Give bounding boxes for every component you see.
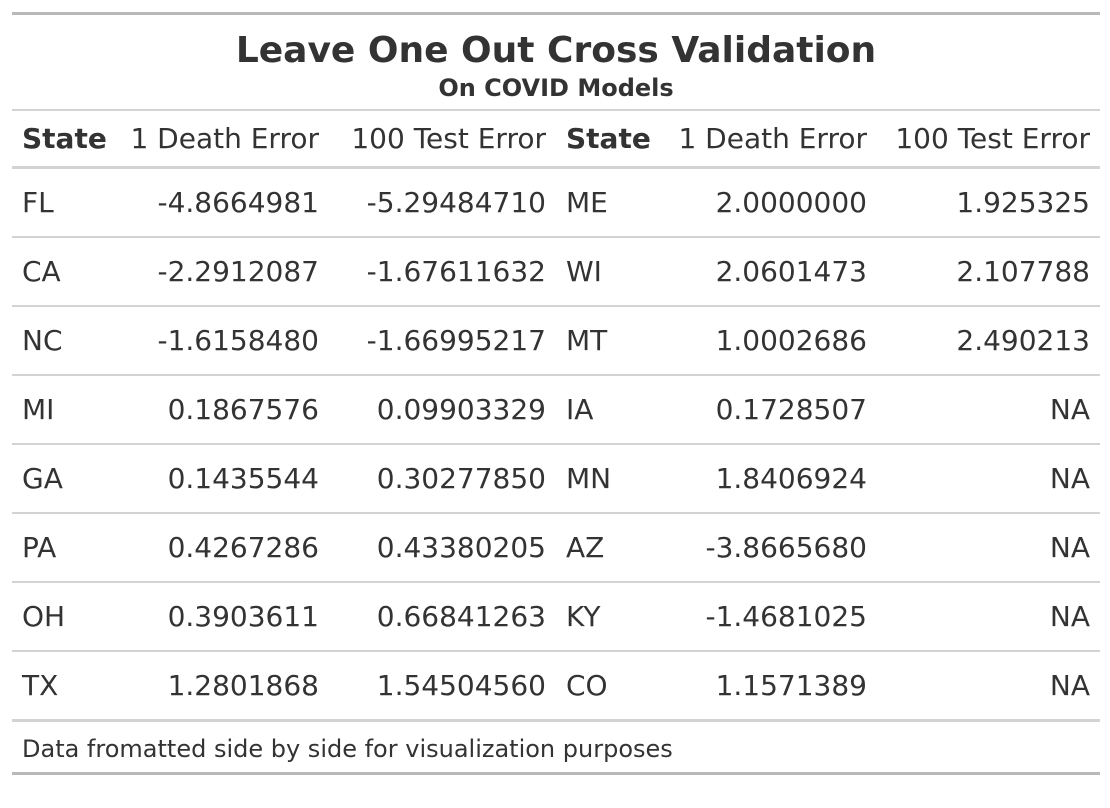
table-cell-death-error: 2.0601473 <box>661 237 877 307</box>
table-row: TX 1.2801868 1.54504560 CO 1.1571389 NA <box>12 651 1100 722</box>
table-body: FL -4.8664981 -5.29484710 ME 2.0000000 1… <box>12 167 1100 722</box>
table-cell-death-error: 0.1867576 <box>113 375 329 445</box>
table-cell-state: AZ <box>556 513 661 583</box>
table-cell-death-error: -3.8665680 <box>661 513 877 583</box>
table-row: NC -1.6158480 -1.66995217 MT 1.0002686 2… <box>12 306 1100 376</box>
table-cell-death-error: 1.0002686 <box>661 306 877 376</box>
column-header-state: State <box>556 111 661 169</box>
table-cell-death-error: 1.1571389 <box>661 651 877 722</box>
table-cell-death-error: 0.3903611 <box>113 582 329 652</box>
table-cell-test-error: -5.29484710 <box>329 167 556 238</box>
top-rule <box>12 12 1100 15</box>
table-title: Leave One Out Cross Validation <box>235 30 877 71</box>
table-cell-test-error: NA <box>877 444 1100 514</box>
table-cell-state: TX <box>12 651 113 722</box>
bottom-rule <box>12 772 1100 775</box>
table-row: PA 0.4267286 0.43380205 AZ -3.8665680 NA <box>12 513 1100 583</box>
table-cell-state: GA <box>12 444 113 514</box>
column-header-death-error: 1 Death Error <box>113 111 329 169</box>
table-cell-death-error: -1.6158480 <box>113 306 329 376</box>
column-header-state: State <box>12 111 113 169</box>
table-cell-test-error: 2.107788 <box>877 237 1100 307</box>
data-table: State 1 Death Error 100 Test Error State… <box>12 111 1100 722</box>
table-row: CA -2.2912087 -1.67611632 WI 2.0601473 2… <box>12 237 1100 307</box>
table-cell-death-error: 1.2801868 <box>113 651 329 722</box>
table-row: GA 0.1435544 0.30277850 MN 1.8406924 NA <box>12 444 1100 514</box>
table-cell-test-error: 2.490213 <box>877 306 1100 376</box>
table-container: Leave One Out Cross Validation On COVID … <box>12 12 1100 775</box>
table-cell-state: MT <box>556 306 661 376</box>
table-row: OH 0.3903611 0.66841263 KY -1.4681025 NA <box>12 582 1100 652</box>
column-header-row: State 1 Death Error 100 Test Error State… <box>12 111 1100 169</box>
table-cell-state: MN <box>556 444 661 514</box>
table-cell-death-error: 0.4267286 <box>113 513 329 583</box>
column-header-test-error: 100 Test Error <box>329 111 556 169</box>
table-cell-state: CA <box>12 237 113 307</box>
table-cell-death-error: 2.0000000 <box>661 167 877 238</box>
column-header-test-error: 100 Test Error <box>877 111 1100 169</box>
table-subtitle: On COVID Models <box>438 74 674 102</box>
source-note: Data fromatted side by side for visualiz… <box>22 735 673 763</box>
table-cell-test-error: NA <box>877 582 1100 652</box>
table-cell-test-error: 0.43380205 <box>329 513 556 583</box>
table-cell-state: ME <box>556 167 661 238</box>
table-cell-test-error: 0.30277850 <box>329 444 556 514</box>
table-cell-death-error: 0.1728507 <box>661 375 877 445</box>
table-cell-test-error: NA <box>877 375 1100 445</box>
table-cell-state: IA <box>556 375 661 445</box>
table-cell-death-error: 0.1435544 <box>113 444 329 514</box>
table-cell-death-error: -2.2912087 <box>113 237 329 307</box>
table-cell-state: OH <box>12 582 113 652</box>
table-row: MI 0.1867576 0.09903329 IA 0.1728507 NA <box>12 375 1100 445</box>
table-cell-test-error: 0.09903329 <box>329 375 556 445</box>
table-cell-state: MI <box>12 375 113 445</box>
table-cell-test-error: -1.66995217 <box>329 306 556 376</box>
table-cell-death-error: -1.4681025 <box>661 582 877 652</box>
table-cell-test-error: NA <box>877 513 1100 583</box>
heading-rule <box>12 109 1100 111</box>
table-cell-test-error: NA <box>877 651 1100 722</box>
table-cell-state: PA <box>12 513 113 583</box>
table-cell-state: KY <box>556 582 661 652</box>
table-row: FL -4.8664981 -5.29484710 ME 2.0000000 1… <box>12 167 1100 238</box>
table-cell-state: FL <box>12 167 113 238</box>
table-cell-state: NC <box>12 306 113 376</box>
table-cell-test-error: 0.66841263 <box>329 582 556 652</box>
table-cell-death-error: -4.8664981 <box>113 167 329 238</box>
table-cell-death-error: 1.8406924 <box>661 444 877 514</box>
table-cell-state: CO <box>556 651 661 722</box>
table-cell-test-error: 1.925325 <box>877 167 1100 238</box>
table-cell-test-error: -1.67611632 <box>329 237 556 307</box>
table-cell-test-error: 1.54504560 <box>329 651 556 722</box>
column-header-death-error: 1 Death Error <box>661 111 877 169</box>
table-cell-state: WI <box>556 237 661 307</box>
